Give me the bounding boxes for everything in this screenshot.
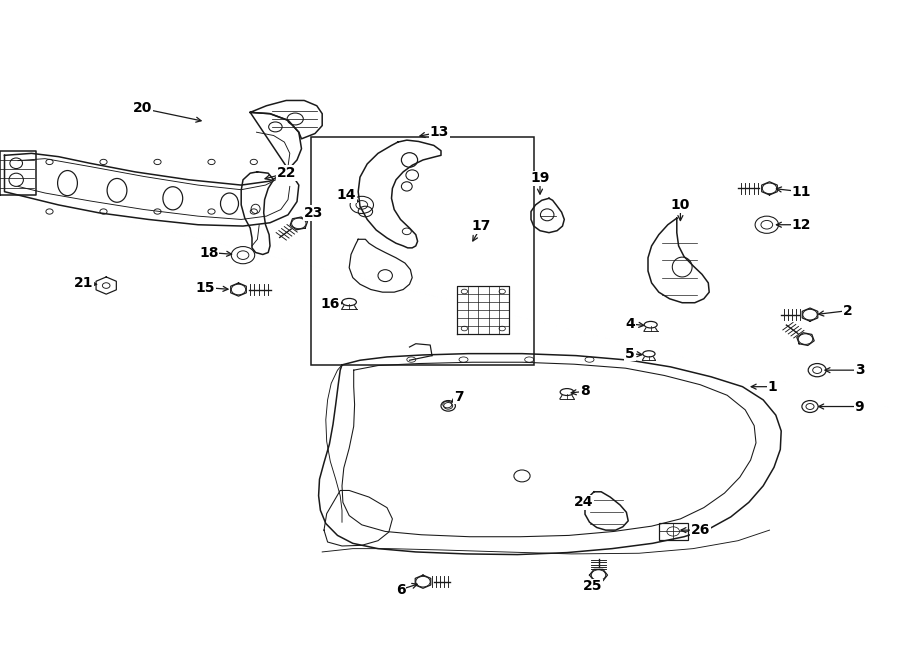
Text: 26: 26 — [690, 523, 710, 537]
Text: 16: 16 — [320, 297, 340, 311]
Text: 3: 3 — [855, 363, 864, 377]
Text: 23: 23 — [303, 206, 323, 220]
Text: 7: 7 — [454, 389, 464, 404]
Text: 5: 5 — [626, 346, 634, 361]
Text: 4: 4 — [626, 317, 634, 331]
Text: 1: 1 — [768, 379, 777, 394]
Text: 15: 15 — [195, 280, 215, 295]
Text: 8: 8 — [580, 384, 590, 399]
Text: 10: 10 — [670, 198, 690, 212]
Text: 24: 24 — [573, 495, 593, 510]
Text: 20: 20 — [132, 101, 152, 116]
Text: 21: 21 — [74, 276, 94, 290]
Text: 12: 12 — [791, 217, 811, 232]
Text: 11: 11 — [791, 184, 811, 199]
Text: 2: 2 — [843, 303, 852, 318]
Bar — [310, 137, 534, 365]
Text: 19: 19 — [530, 171, 550, 186]
Text: 22: 22 — [276, 166, 296, 180]
Text: 9: 9 — [855, 399, 864, 414]
Text: 17: 17 — [472, 219, 491, 233]
Text: 18: 18 — [199, 245, 219, 260]
Text: 25: 25 — [582, 579, 602, 594]
Bar — [659, 523, 688, 540]
Text: 14: 14 — [337, 188, 356, 202]
Text: 13: 13 — [429, 125, 449, 139]
Text: 6: 6 — [396, 582, 405, 597]
